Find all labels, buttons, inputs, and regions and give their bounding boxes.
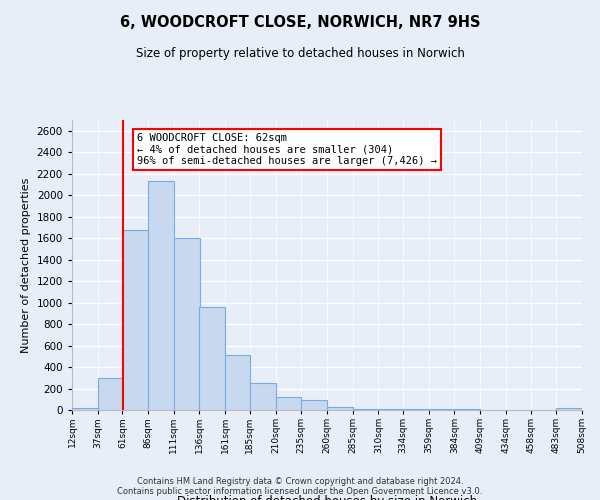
Bar — [556, 408, 582, 410]
Bar — [301, 400, 327, 410]
Bar — [174, 238, 199, 410]
Text: 6, WOODCROFT CLOSE, NORWICH, NR7 9HS: 6, WOODCROFT CLOSE, NORWICH, NR7 9HS — [120, 15, 480, 30]
Bar — [122, 230, 148, 410]
Bar — [98, 378, 122, 410]
Y-axis label: Number of detached properties: Number of detached properties — [21, 178, 31, 352]
Bar — [225, 355, 250, 410]
Bar — [353, 409, 379, 410]
Bar — [199, 307, 225, 410]
Bar — [275, 397, 301, 410]
Bar — [379, 409, 403, 410]
Text: Contains HM Land Registry data © Crown copyright and database right 2024.: Contains HM Land Registry data © Crown c… — [137, 478, 463, 486]
Bar — [327, 407, 353, 410]
X-axis label: Distribution of detached houses by size in Norwich: Distribution of detached houses by size … — [177, 495, 477, 500]
Bar — [148, 181, 174, 410]
Text: Contains public sector information licensed under the Open Government Licence v3: Contains public sector information licen… — [118, 488, 482, 496]
Bar — [72, 408, 98, 410]
Text: 6 WOODCROFT CLOSE: 62sqm
← 4% of detached houses are smaller (304)
96% of semi-d: 6 WOODCROFT CLOSE: 62sqm ← 4% of detache… — [137, 133, 437, 166]
Bar — [250, 382, 275, 410]
Text: Size of property relative to detached houses in Norwich: Size of property relative to detached ho… — [136, 48, 464, 60]
